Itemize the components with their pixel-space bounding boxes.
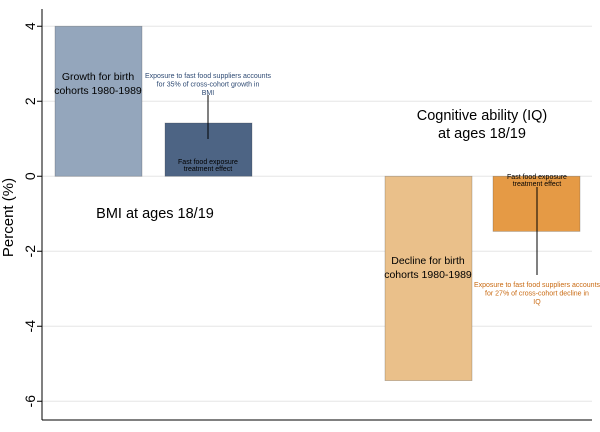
- axes: 4 2 0 -2 -4 -6 Percent (%): [0, 9, 592, 421]
- bmi-title-line-1: BMI at ages 18/19: [96, 206, 214, 222]
- bmi-growth-label-line-2: cohorts 1980-1989: [54, 85, 142, 97]
- bmi-annotation-line-2: for 35% of cross-cohort growth in: [157, 82, 260, 89]
- ytick-label-4: 4: [22, 22, 38, 30]
- bmi-annotation-line-3: BMI: [202, 90, 215, 97]
- ytick-label-2: 2: [22, 97, 38, 105]
- bmi-effect-label-line-1: Fast food exposure: [178, 159, 238, 166]
- iq-title-line-1: Cognitive ability (IQ): [417, 108, 548, 124]
- labels: Growth for birth cohorts 1980-1989 Fast fo…: [54, 71, 600, 306]
- iq-annotation-line-1: Exposure to fast food suppliers accounts: [474, 282, 600, 289]
- iq-effect-label-line-1: Fast food exposure: [507, 174, 567, 181]
- iq-decline-label-line-1: Decline for birth: [391, 255, 465, 267]
- bmi-annotation-line-1: Exposure to fast food suppliers accounts: [145, 73, 272, 80]
- iq-effect-label-line-2: treatment effect: [513, 181, 562, 188]
- ytick-label--6: -6: [22, 395, 38, 408]
- iq-annotation-line-2: for 27% of cross-cohort decline in: [485, 291, 589, 298]
- bar-panel1-1: [54, 25, 143, 177]
- iq-title-line-2: at ages 18/19: [438, 126, 526, 142]
- iq-decline-label-line-2: cohorts 1980-1989: [384, 269, 472, 281]
- bmi-growth-label-line-1: Growth for birth: [62, 71, 135, 83]
- y-axis-label: Percent (%): [0, 178, 17, 257]
- ytick-label--2: -2: [22, 245, 38, 258]
- bars: [54, 25, 581, 381]
- ytick-label--4: -4: [22, 320, 38, 333]
- bar-panel2-1: [384, 175, 473, 381]
- ytick-label-0: 0: [22, 172, 38, 180]
- iq-annotation-line-3: IQ: [533, 299, 541, 306]
- bmi-effect-label-line-2: treatment effect: [184, 166, 233, 173]
